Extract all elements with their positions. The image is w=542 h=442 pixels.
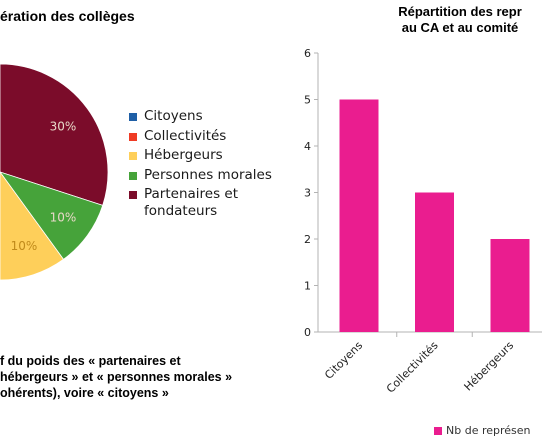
legend-swatch bbox=[129, 191, 137, 199]
pie-note: f du poids des « partenaires et hébergeu… bbox=[0, 353, 232, 401]
legend-swatch bbox=[129, 113, 137, 121]
x-tick-label-hebergeurs: Hébergeurs bbox=[462, 339, 517, 394]
pie-slice-partenaires-et-fondateurs bbox=[0, 63, 109, 206]
bar-chart-title: Répartition des repr au CA et au comité bbox=[330, 4, 542, 36]
pie-note-line-3: ohérents), voire « citoyens » bbox=[0, 386, 169, 400]
pie-label-hebergeurs: 10% bbox=[11, 239, 38, 253]
bar-legend-label: Nb de représen bbox=[446, 424, 531, 437]
x-tick-label-citoyens: Citoyens bbox=[322, 339, 365, 382]
y-tick-label-6: 6 bbox=[304, 47, 311, 60]
legend-item-hebergeurs: Hébergeurs bbox=[129, 147, 272, 167]
bar-hebergeurs bbox=[490, 239, 530, 332]
bar-chart: 0123456CitoyensCollectivitésHébergeursPe bbox=[304, 47, 542, 396]
y-tick-label-5: 5 bbox=[304, 94, 311, 107]
legend-label: Collectivités bbox=[144, 127, 227, 144]
y-tick-label-0: 0 bbox=[304, 326, 311, 339]
y-tick-label-3: 3 bbox=[304, 187, 311, 200]
pie-slice-hebergeurs bbox=[0, 171, 65, 281]
legend-label: Hébergeurs bbox=[144, 147, 223, 163]
pie-chart-title: ération des collèges bbox=[0, 8, 135, 24]
legend-swatch bbox=[129, 171, 137, 180]
pie-legend: Citoyens Collectivités Hébergeurs Personnes… bbox=[129, 108, 272, 224]
pie-label-partenaires-et-fondateurs: 30% bbox=[50, 119, 77, 133]
bar-chart-title-line-1: Répartition des repr bbox=[398, 4, 522, 19]
bar-legend: Nb de représen bbox=[434, 424, 531, 437]
legend-swatch bbox=[129, 152, 137, 160]
y-tick-label-2: 2 bbox=[304, 233, 311, 246]
legend-item-citoyens: Citoyens bbox=[129, 108, 272, 128]
pie-label-personnes-morales: 10% bbox=[50, 211, 77, 225]
pie-chart: 30% 10% 10% bbox=[0, 63, 109, 281]
y-tick-label-4: 4 bbox=[304, 140, 311, 153]
pie-note-line-1: f du poids des « partenaires et bbox=[0, 354, 181, 368]
bar-citoyens bbox=[339, 99, 379, 332]
bar-legend-swatch bbox=[434, 426, 442, 435]
legend-item-personnes-morales: Personnes morales bbox=[129, 167, 272, 187]
y-tick-label-1: 1 bbox=[304, 280, 311, 293]
legend-swatch bbox=[129, 132, 137, 141]
pie-note-line-2: hébergeurs » et « personnes morales » bbox=[0, 370, 233, 384]
bar-chart-title-line-2: au CA et au comité bbox=[401, 20, 519, 35]
legend-item-collectivites: Collectivités bbox=[129, 128, 272, 148]
legend-label: Citoyens bbox=[144, 108, 203, 124]
legend-item-partenaires-et-fondateurs: Partenaires et fondateurs bbox=[129, 186, 272, 224]
legend-label: Personnes morales bbox=[144, 166, 272, 183]
bar-collectivites bbox=[415, 192, 454, 332]
legend-label: Partenaires et fondateurs bbox=[144, 186, 239, 219]
x-tick-label-collectivites: Collectivités bbox=[384, 339, 441, 396]
